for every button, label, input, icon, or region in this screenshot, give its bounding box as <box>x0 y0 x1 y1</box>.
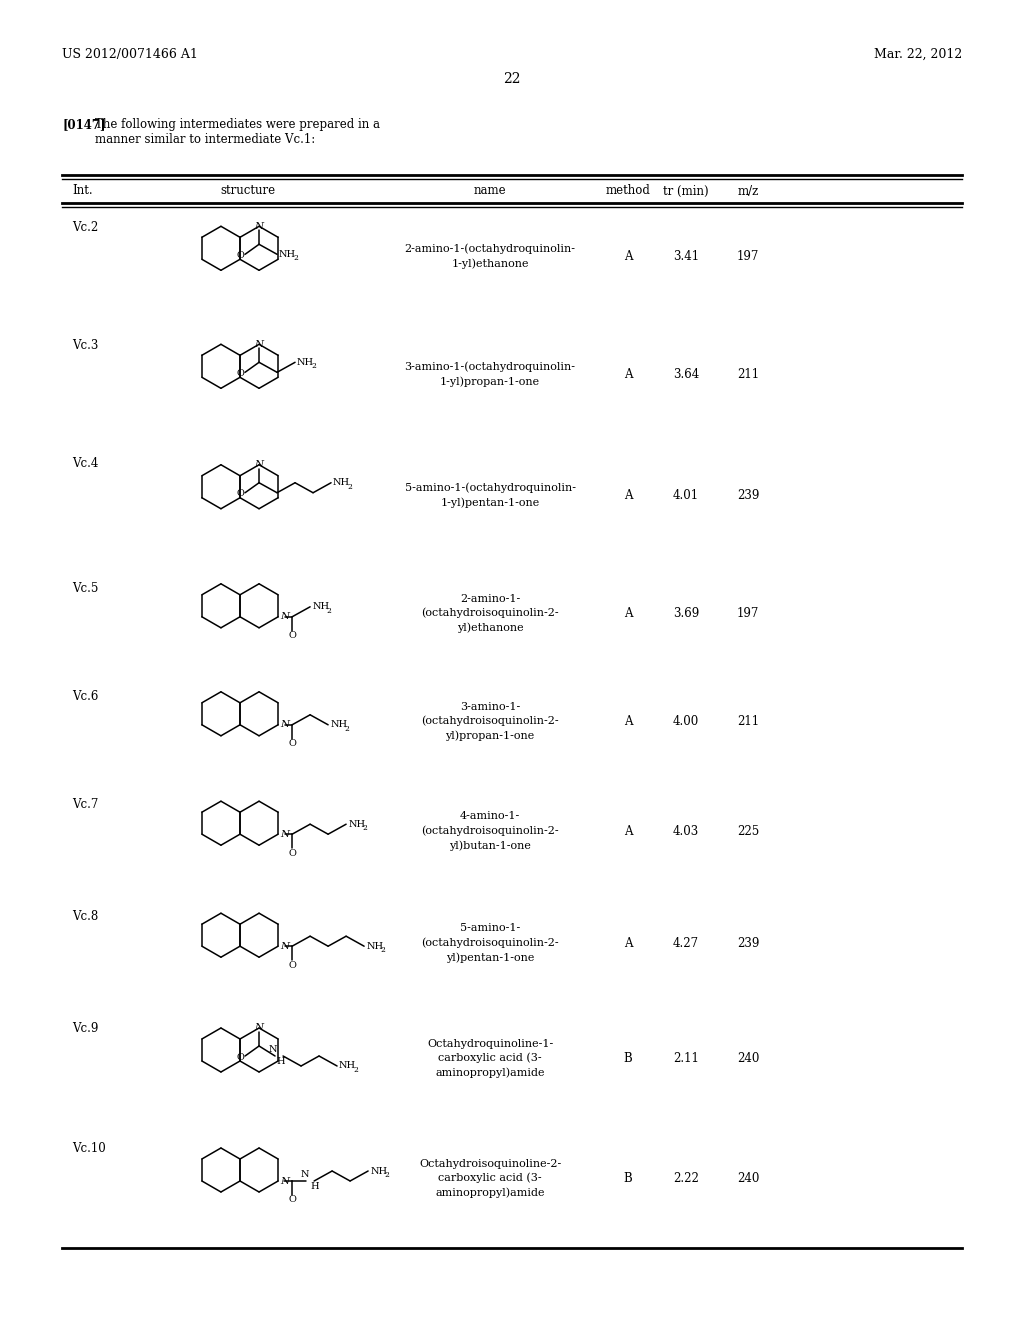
Text: N: N <box>281 1176 289 1185</box>
Text: N: N <box>269 1045 278 1053</box>
Text: NH: NH <box>297 358 314 367</box>
Text: 2-amino-1-
(octahydroisoquinolin-2-
yl)ethanone: 2-amino-1- (octahydroisoquinolin-2- yl)e… <box>421 594 559 634</box>
Text: O: O <box>237 490 244 498</box>
Text: B: B <box>624 1052 633 1065</box>
Text: N: N <box>301 1170 309 1179</box>
Text: O: O <box>237 1052 244 1061</box>
Text: US 2012/0071466 A1: US 2012/0071466 A1 <box>62 48 198 61</box>
Text: H: H <box>276 1057 285 1067</box>
Text: 4.03: 4.03 <box>673 825 699 837</box>
Text: Vc.3: Vc.3 <box>72 339 98 352</box>
Text: O: O <box>288 631 296 640</box>
Text: The following intermediates were prepared in a: The following intermediates were prepare… <box>95 117 380 131</box>
Text: 3.64: 3.64 <box>673 368 699 381</box>
Text: 2: 2 <box>344 725 349 733</box>
Text: 3.69: 3.69 <box>673 607 699 620</box>
Text: NH: NH <box>330 721 347 729</box>
Text: method: method <box>605 185 650 198</box>
Text: 22: 22 <box>503 73 521 86</box>
Text: NH: NH <box>312 602 330 611</box>
Text: Vc.9: Vc.9 <box>72 1022 98 1035</box>
Text: A: A <box>624 607 632 620</box>
Text: Mar. 22, 2012: Mar. 22, 2012 <box>873 48 962 61</box>
Text: N: N <box>255 222 263 231</box>
Text: N: N <box>255 339 263 348</box>
Text: A: A <box>624 715 632 727</box>
Text: 240: 240 <box>737 1172 759 1185</box>
Text: O: O <box>288 1196 296 1204</box>
Text: 2: 2 <box>326 607 331 615</box>
Text: tr (min): tr (min) <box>664 185 709 198</box>
Text: m/z: m/z <box>737 185 759 198</box>
Text: A: A <box>624 825 632 837</box>
Text: A: A <box>624 249 632 263</box>
Text: Vc.4: Vc.4 <box>72 457 98 470</box>
Text: Vc.5: Vc.5 <box>72 582 98 595</box>
Text: structure: structure <box>220 185 275 198</box>
Text: O: O <box>288 739 296 748</box>
Text: 5-amino-1-(octahydroquinolin-
1-yl)pentan-1-one: 5-amino-1-(octahydroquinolin- 1-yl)penta… <box>404 483 575 508</box>
Text: Vc.10: Vc.10 <box>72 1142 105 1155</box>
Text: 2: 2 <box>380 946 385 954</box>
Text: N: N <box>255 1023 263 1032</box>
Text: 2: 2 <box>384 1171 389 1179</box>
Text: 240: 240 <box>737 1052 759 1065</box>
Text: A: A <box>624 488 632 502</box>
Text: Octahydroquinoline-1-
carboxylic acid (3-
aminopropyl)amide: Octahydroquinoline-1- carboxylic acid (3… <box>427 1039 553 1078</box>
Text: 4.01: 4.01 <box>673 488 699 502</box>
Text: 211: 211 <box>737 368 759 381</box>
Text: 211: 211 <box>737 715 759 727</box>
Text: Vc.8: Vc.8 <box>72 909 98 923</box>
Text: NH: NH <box>333 478 350 487</box>
Text: Vc.7: Vc.7 <box>72 799 98 810</box>
Text: 197: 197 <box>737 249 759 263</box>
Text: O: O <box>237 251 244 260</box>
Text: N: N <box>281 941 289 950</box>
Text: 225: 225 <box>737 825 759 837</box>
Text: 2: 2 <box>293 255 298 263</box>
Text: NH: NH <box>367 941 383 950</box>
Text: 2: 2 <box>362 824 367 832</box>
Text: Vc.6: Vc.6 <box>72 690 98 704</box>
Text: 3-amino-1-
(octahydroisoquinolin-2-
yl)propan-1-one: 3-amino-1- (octahydroisoquinolin-2- yl)p… <box>421 701 559 742</box>
Text: N: N <box>281 612 289 622</box>
Text: 197: 197 <box>737 607 759 620</box>
Text: [0147]: [0147] <box>62 117 105 131</box>
Text: 2: 2 <box>353 1067 358 1074</box>
Text: 239: 239 <box>737 937 759 949</box>
Text: 3-amino-1-(octahydroquinolin-
1-yl)propan-1-one: 3-amino-1-(octahydroquinolin- 1-yl)propa… <box>404 362 575 387</box>
Text: NH: NH <box>348 820 366 829</box>
Text: O: O <box>288 961 296 970</box>
Text: B: B <box>624 1172 633 1185</box>
Text: N: N <box>281 721 289 729</box>
Text: A: A <box>624 368 632 381</box>
Text: name: name <box>474 185 506 198</box>
Text: NH: NH <box>339 1061 356 1071</box>
Text: 2-amino-1-(octahydroquinolin-
1-yl)ethanone: 2-amino-1-(octahydroquinolin- 1-yl)ethan… <box>404 244 575 269</box>
Text: Vc.2: Vc.2 <box>72 220 98 234</box>
Text: NH: NH <box>280 249 296 259</box>
Text: 2.22: 2.22 <box>673 1172 699 1185</box>
Text: 5-amino-1-
(octahydroisoquinolin-2-
yl)pentan-1-one: 5-amino-1- (octahydroisoquinolin-2- yl)p… <box>421 923 559 962</box>
Text: Octahydroisoquinoline-2-
carboxylic acid (3-
aminopropyl)amide: Octahydroisoquinoline-2- carboxylic acid… <box>419 1159 561 1199</box>
Text: 4-amino-1-
(octahydroisoquinolin-2-
yl)butan-1-one: 4-amino-1- (octahydroisoquinolin-2- yl)b… <box>421 812 559 851</box>
Text: 2: 2 <box>347 483 352 491</box>
Text: Int.: Int. <box>72 185 92 198</box>
Text: N: N <box>255 461 263 469</box>
Text: 4.27: 4.27 <box>673 937 699 949</box>
Text: NH: NH <box>370 1167 387 1176</box>
Text: 2.11: 2.11 <box>673 1052 699 1065</box>
Text: O: O <box>288 849 296 858</box>
Text: 3.41: 3.41 <box>673 249 699 263</box>
Text: H: H <box>310 1181 318 1191</box>
Text: A: A <box>624 937 632 949</box>
Text: 2: 2 <box>311 362 316 371</box>
Text: manner similar to intermediate Vc.1:: manner similar to intermediate Vc.1: <box>95 133 315 147</box>
Text: 4.00: 4.00 <box>673 715 699 727</box>
Text: N: N <box>281 830 289 838</box>
Text: O: O <box>237 368 244 378</box>
Text: 239: 239 <box>737 488 759 502</box>
